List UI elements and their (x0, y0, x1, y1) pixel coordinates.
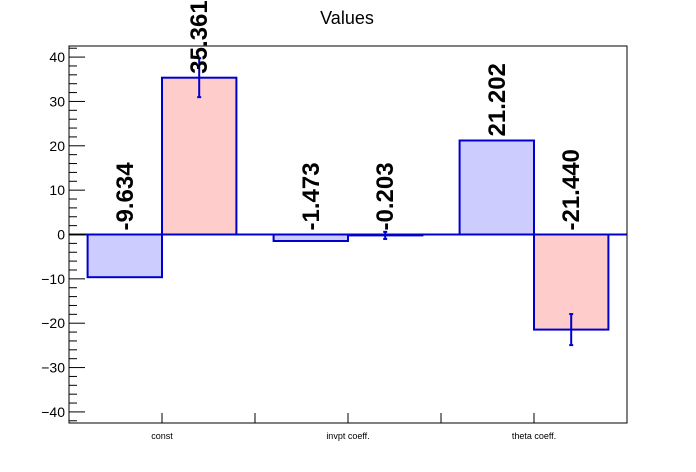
bar-series1-0 (86, 233, 163, 279)
x-category-label: const (151, 431, 173, 441)
y-tick-label: 30 (49, 93, 65, 109)
axis-layer: −40 −30 −20 −10 0 10 20 30 40 const invpt coeff. th… (41, 47, 556, 441)
x-category-label: theta coeff. (512, 431, 556, 441)
data-labels-layer: -9.634 -1.473 21.202 35.361 -0.203 -21.440 (112, 0, 585, 230)
data-label-series2-0: 35.361 (186, 0, 213, 73)
bar-series1-2 (458, 139, 536, 236)
data-label-series2-2: -21.440 (558, 149, 585, 230)
data-label-series2-1: -0.203 (372, 162, 399, 230)
y-tick-label: 40 (49, 49, 65, 65)
y-tick-label: −30 (41, 360, 65, 376)
y-tick-label: 20 (49, 138, 65, 154)
y-tick-label: −20 (41, 315, 65, 331)
y-tick-label: −10 (41, 271, 65, 287)
data-label-series1-1: -1.473 (298, 162, 325, 230)
y-tick-label: 10 (49, 182, 65, 198)
data-label-series1-0: -9.634 (112, 162, 139, 231)
chart-title: Values (320, 8, 374, 28)
data-label-series1-2: 21.202 (484, 63, 511, 136)
bars-layer (86, 76, 610, 331)
x-category-label: invpt coeff. (326, 431, 369, 441)
y-tick-label: 0 (57, 227, 65, 243)
y-tick-label: −40 (41, 404, 65, 420)
bar-series2-0 (161, 76, 238, 236)
